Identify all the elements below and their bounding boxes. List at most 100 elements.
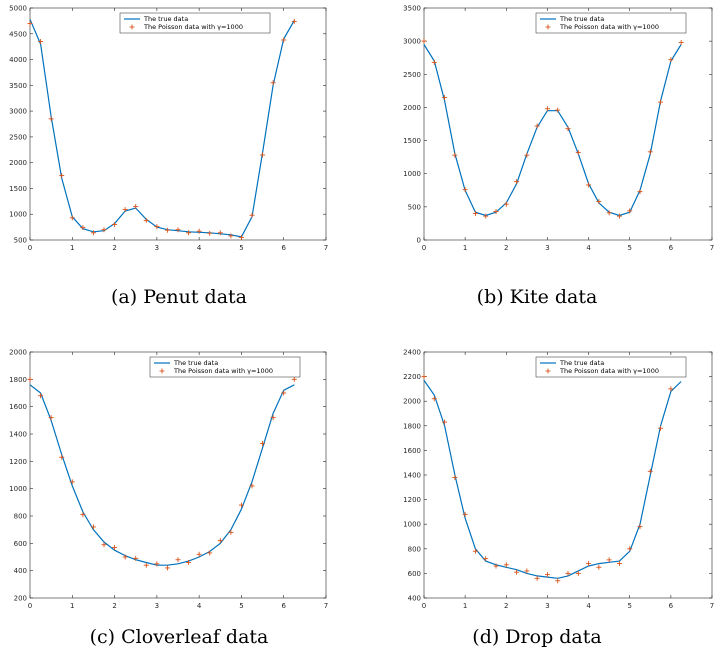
poisson-data-point xyxy=(238,502,244,508)
y-tick-label: 1500 xyxy=(403,137,421,145)
y-tick-label: 3500 xyxy=(9,82,27,90)
poisson-data-point xyxy=(658,425,664,431)
poisson-data-point xyxy=(196,228,202,234)
poisson-data-point xyxy=(281,37,287,43)
poisson-data-point xyxy=(596,199,602,205)
poisson-data-point xyxy=(668,57,674,63)
y-tick-label: 800 xyxy=(408,545,421,553)
poisson-data-point xyxy=(186,230,192,236)
y-tick-label: 1000 xyxy=(403,521,421,529)
y-tick-label: 2500 xyxy=(403,71,421,79)
y-tick-label: 1800 xyxy=(9,376,27,384)
caption-d: (d) Drop data xyxy=(472,626,602,648)
y-tick-label: 2400 xyxy=(403,349,421,357)
caption-c: (c) Cloverleaf data xyxy=(89,626,269,648)
y-tick-label: 2200 xyxy=(403,373,421,381)
y-tick-label: 4500 xyxy=(9,30,27,38)
poisson-data-point xyxy=(59,173,65,179)
x-tick-label: 1 xyxy=(463,602,467,610)
x-tick-label: 5 xyxy=(239,602,243,610)
poisson-data-point xyxy=(544,572,550,578)
x-tick-label: 0 xyxy=(422,602,426,610)
chart-panel-b: 0 1 2 3 4 5 6 7 0 500 1000 1500 2000 2500 3000 3500 The … xyxy=(358,0,716,333)
poisson-data-point xyxy=(668,386,674,392)
x-tick-label: 6 xyxy=(281,244,286,252)
poisson-data-point xyxy=(291,376,297,382)
x-tick-label: 3 xyxy=(545,602,549,610)
legend-label-poisson: The Poisson data with γ=1000 xyxy=(173,367,273,375)
chart-a-svg: 0 1 2 3 4 5 6 7 500 1000 1500 2000 2500 3000 3500 4000 4… xyxy=(9,5,328,253)
poisson-data-point xyxy=(143,217,149,223)
poisson-data-point xyxy=(534,123,540,129)
poisson-data-point xyxy=(586,182,592,188)
poisson-data-point xyxy=(207,230,213,236)
poisson-data-point xyxy=(38,393,44,399)
poisson-data-point xyxy=(112,544,118,550)
poisson-data-point xyxy=(69,479,75,485)
true-data-line xyxy=(423,379,682,579)
x-tick-label: 4 xyxy=(586,602,591,610)
poisson-data-point xyxy=(647,468,653,474)
x-tick-label: 3 xyxy=(545,244,549,252)
y-tick-label: 2000 xyxy=(9,349,27,357)
y-tick-label: 800 xyxy=(14,513,27,521)
poisson-data-point xyxy=(249,212,255,218)
x-tick-label: 2 xyxy=(504,602,508,610)
legend-label-true: The true data xyxy=(559,359,604,367)
legend-box xyxy=(535,356,687,378)
poisson-data-point xyxy=(493,563,499,569)
y-tick-label: 2500 xyxy=(9,133,27,141)
poisson-data-point xyxy=(586,561,592,567)
true-data-line xyxy=(423,44,682,217)
poisson-data-point xyxy=(616,213,622,219)
y-tick-label: 1600 xyxy=(9,403,27,411)
poisson-data-point xyxy=(565,570,571,576)
poisson-data-point xyxy=(27,376,33,382)
poisson-data-point xyxy=(281,390,287,396)
poisson-data-point xyxy=(493,208,499,214)
chart-panel-c: 0 1 2 3 4 5 6 7 200 400 600 800 1000 1200 1400 1600 1800… xyxy=(0,340,358,666)
x-tick-label: 4 xyxy=(197,602,202,610)
poisson-data-point xyxy=(249,483,255,489)
x-tick-label: 5 xyxy=(239,244,243,252)
x-tick-label: 0 xyxy=(28,244,32,252)
poisson-data-point xyxy=(606,210,612,216)
y-tick-label: 400 xyxy=(14,567,27,575)
y-tick-label: 2000 xyxy=(403,398,421,406)
axes-box xyxy=(423,7,713,241)
x-tick-label: 2 xyxy=(504,244,508,252)
poisson-data-point xyxy=(164,565,170,571)
poisson-data-point xyxy=(472,210,478,216)
x-tick-label: 7 xyxy=(324,244,328,252)
chart-d-svg: 0 1 2 3 4 5 6 7 400 600 800 1000 1200 1400 1600 1800 200… xyxy=(403,349,714,611)
poisson-data-point xyxy=(90,230,96,236)
y-tick-label: 1500 xyxy=(9,185,27,193)
caption-a: (a) Penut data xyxy=(111,286,247,308)
poisson-data-point xyxy=(101,542,107,548)
legend-box xyxy=(149,356,301,378)
y-tick-label: 600 xyxy=(408,570,421,578)
x-tick-label: 1 xyxy=(70,244,74,252)
poisson-data-point xyxy=(270,415,276,421)
poisson-data-point xyxy=(555,107,561,113)
y-tick-label: 3000 xyxy=(9,108,27,116)
poisson-data-point xyxy=(596,564,602,570)
y-tick-label: 1200 xyxy=(403,496,421,504)
legend-label-poisson: The Poisson data with γ=1000 xyxy=(143,23,243,31)
y-tick-label: 500 xyxy=(14,237,27,245)
x-tick-label: 7 xyxy=(710,244,714,252)
x-tick-label: 7 xyxy=(710,602,714,610)
y-tick-label: 600 xyxy=(14,540,27,548)
poisson-data-point xyxy=(228,233,234,239)
poisson-data-point xyxy=(48,116,54,122)
poisson-data-point xyxy=(472,548,478,554)
poisson-data-point xyxy=(154,561,160,567)
legend-label-poisson: The Poisson data with γ=1000 xyxy=(559,23,659,31)
y-tick-label: 2000 xyxy=(9,159,27,167)
poisson-data-point xyxy=(452,152,458,158)
poisson-data-point xyxy=(260,152,266,158)
poisson-data-point xyxy=(503,562,509,568)
